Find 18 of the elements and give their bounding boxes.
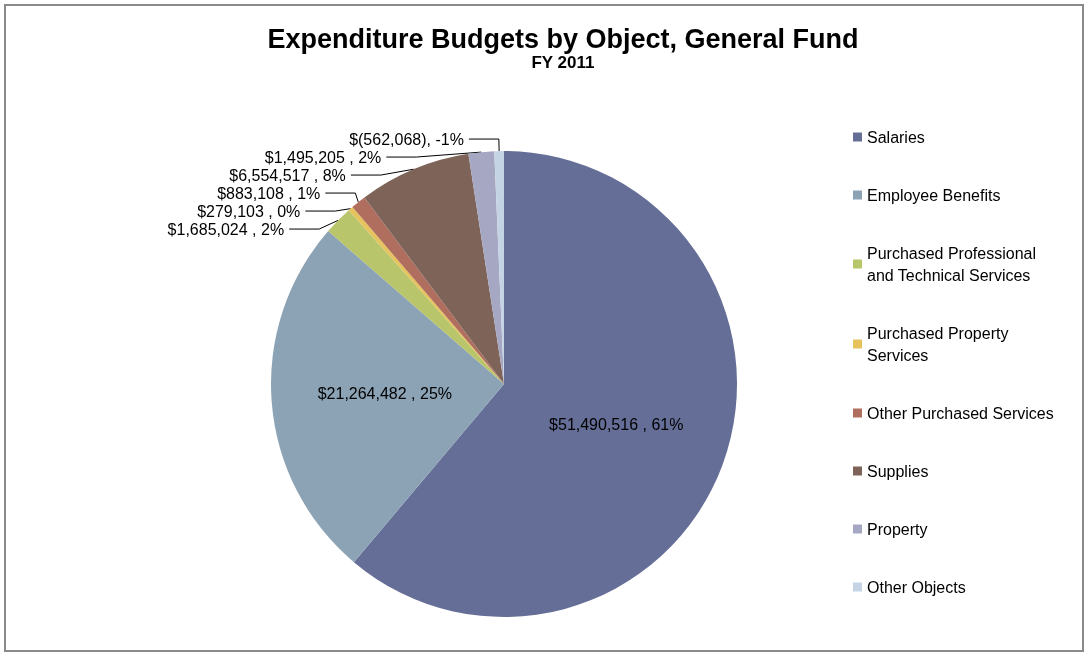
data-label: $51,490,516 , 61% (549, 416, 684, 434)
data-label: $279,103 , 0% (197, 202, 301, 220)
legend-label: Employee Benefits (867, 186, 1001, 204)
data-label: $1,685,024 , 2% (167, 220, 285, 238)
chart-title: Expenditure Budgets by Object, General Fund (267, 23, 859, 54)
chart-subtitle: FY 2011 (531, 53, 595, 72)
data-label: $6,554,517 , 8% (229, 166, 346, 184)
legend-label: Other Objects (867, 578, 966, 596)
legend-label: Purchased Property Services (867, 324, 1013, 364)
legend-label: Property (867, 520, 928, 538)
data-label: $883,108 , 1% (217, 184, 321, 202)
data-label: $(562,068), -1% (349, 130, 464, 148)
legend-label: Other Purchased Services (867, 404, 1054, 422)
legend-label: Salaries (867, 128, 925, 146)
data-label: $1,495,205 , 2% (264, 148, 382, 166)
legend-label: Supplies (867, 462, 929, 480)
data-label: $21,264,482 , 25% (317, 384, 453, 402)
legend-label: Purchased Professional and Technical Services (867, 244, 1041, 284)
